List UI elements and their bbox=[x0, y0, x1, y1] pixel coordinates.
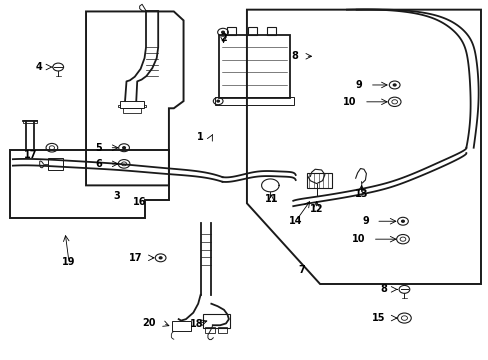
Circle shape bbox=[392, 84, 395, 86]
Bar bbox=[23, 120, 37, 123]
Circle shape bbox=[221, 31, 224, 33]
Circle shape bbox=[159, 257, 162, 259]
Text: 10: 10 bbox=[343, 97, 356, 107]
Circle shape bbox=[122, 147, 125, 149]
Circle shape bbox=[401, 220, 404, 222]
Bar bbox=[306, 173, 331, 188]
Text: 15: 15 bbox=[372, 313, 385, 323]
Text: 17: 17 bbox=[24, 150, 38, 160]
Text: 13: 13 bbox=[354, 189, 367, 199]
Text: 1: 1 bbox=[197, 132, 203, 142]
Bar bbox=[203, 314, 229, 328]
Bar bbox=[122, 108, 141, 113]
Text: 7: 7 bbox=[298, 265, 305, 275]
Text: 12: 12 bbox=[309, 204, 323, 214]
Text: 2: 2 bbox=[220, 33, 226, 43]
Text: 17: 17 bbox=[128, 253, 142, 263]
Bar bbox=[172, 321, 190, 331]
Bar bbox=[217, 327, 227, 333]
Text: 8: 8 bbox=[380, 284, 386, 294]
Bar bbox=[48, 158, 63, 170]
Text: 20: 20 bbox=[142, 319, 156, 328]
Bar bbox=[120, 101, 143, 108]
Text: 3: 3 bbox=[113, 191, 120, 201]
Bar bbox=[215, 97, 293, 105]
Text: 9: 9 bbox=[361, 216, 368, 226]
Bar bbox=[267, 27, 276, 35]
Text: 10: 10 bbox=[351, 234, 365, 244]
Text: 4: 4 bbox=[35, 62, 42, 72]
Bar bbox=[226, 27, 235, 35]
Bar bbox=[205, 327, 215, 333]
Bar bbox=[247, 27, 256, 35]
Text: 11: 11 bbox=[264, 194, 278, 204]
Text: 19: 19 bbox=[62, 257, 76, 267]
Text: 16: 16 bbox=[133, 197, 146, 207]
Text: 6: 6 bbox=[95, 159, 102, 169]
Text: 8: 8 bbox=[291, 51, 298, 61]
Circle shape bbox=[217, 100, 219, 102]
Bar bbox=[219, 35, 289, 98]
Text: 14: 14 bbox=[288, 216, 302, 226]
Text: 5: 5 bbox=[95, 143, 102, 153]
Text: 18: 18 bbox=[189, 319, 203, 329]
Text: 9: 9 bbox=[355, 80, 362, 90]
